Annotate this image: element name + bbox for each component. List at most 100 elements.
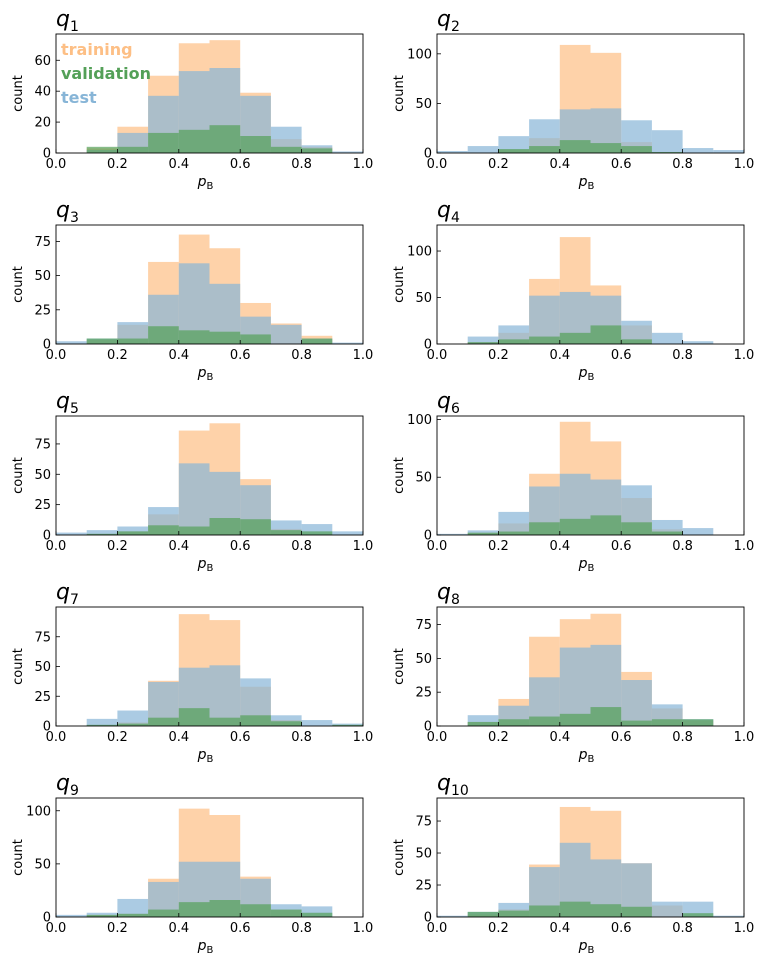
y-tick-label: 50 [34, 269, 51, 284]
x-tick-label: 0.2 [107, 539, 128, 554]
legend: training validation test [61, 40, 151, 107]
bar-test-bin-0 [437, 151, 468, 153]
bar-validation-bin-5 [590, 707, 622, 726]
axes-frame [436, 224, 745, 345]
bar-test-bin-8 [301, 524, 333, 535]
bar-validation-bin-8 [301, 531, 333, 535]
bar-validation-bin-4 [559, 332, 591, 344]
x-tick-label: 0.4 [168, 921, 189, 936]
y-tick-label: 50 [34, 660, 51, 675]
y-axis-label: count [392, 266, 407, 303]
x-tick-label: 1.0 [734, 730, 755, 745]
bar-validation-bin-4 [178, 526, 210, 535]
x-tick-label: 0.0 [427, 730, 448, 745]
x-tick-label: 1.0 [734, 921, 755, 936]
bar-test-bin-2 [117, 322, 149, 344]
y-tick-label: 60 [34, 54, 51, 69]
bar-test-bin-0 [56, 341, 87, 344]
bar-validation-bin-3 [529, 716, 560, 726]
y-tick-label: 50 [415, 291, 432, 306]
x-axis-label: pB [578, 174, 595, 192]
x-tick-label: 0.8 [672, 539, 693, 554]
bar-validation-bin-3 [148, 909, 179, 917]
x-tick-label: 0.4 [549, 730, 570, 745]
bar-validation-bin-5 [590, 904, 622, 917]
bar-test-bin-0 [437, 915, 468, 917]
x-tick-label: 0.0 [46, 730, 67, 745]
bar-validation-bin-5 [209, 125, 241, 153]
x-tick-label: 0.6 [230, 921, 251, 936]
panel-q9: 0.0 0.2 0.4 0.6 0.8 1.0 0 50 100 count pB q9 [11, 771, 373, 956]
x-tick-label: 0.2 [107, 921, 128, 936]
x-tick-label: 0.8 [672, 921, 693, 936]
bar-validation-bin-3 [148, 717, 179, 726]
x-tick-label: 0.4 [168, 730, 189, 745]
bar-test-bin-1 [467, 146, 499, 153]
y-tick-label: 25 [415, 686, 432, 701]
bar-validation-bin-4 [559, 140, 591, 153]
bar-validation-bin-1 [467, 342, 499, 344]
y-axis-label: count [392, 839, 407, 876]
bar-validation-bin-4 [559, 901, 591, 917]
bar-validation-bin-6 [240, 904, 271, 917]
x-tick-label: 0.2 [107, 730, 128, 745]
bar-test-bin-2 [117, 710, 149, 726]
bar-validation-bin-6 [240, 334, 271, 344]
bar-test-bin-1 [467, 715, 499, 726]
x-tick-label: 0.2 [107, 348, 128, 363]
y-axis-label: count [11, 457, 26, 494]
y-tick-label: 0 [43, 338, 51, 353]
x-axis-label: pB [197, 174, 214, 192]
bar-validation-bin-5 [209, 331, 241, 344]
y-axis-label: count [392, 457, 407, 494]
x-tick-label: 0.2 [488, 539, 509, 554]
x-tick-label: 0.4 [549, 921, 570, 936]
x-tick-label: 0.8 [291, 539, 312, 554]
x-tick-label: 0.8 [291, 157, 312, 172]
panel-title: q5 [56, 389, 79, 417]
axes-frame [436, 415, 745, 536]
panel-q10: 0.0 0.2 0.4 0.6 0.8 1.0 0 25 50 75 count pB q10 [392, 771, 754, 956]
axes-frame [436, 33, 745, 154]
x-tick-label: 0.6 [611, 348, 632, 363]
bar-test-bin-0 [56, 532, 87, 535]
bar-test-bin-0 [56, 914, 87, 918]
bar-validation-bin-3 [148, 525, 179, 535]
x-tick-label: 0.0 [46, 539, 67, 554]
bar-validation-bin-7 [270, 721, 302, 726]
y-tick-label: 75 [415, 618, 432, 633]
panel-title: q10 [437, 771, 469, 799]
bar-validation-bin-1 [86, 338, 118, 344]
bar-validation-bin-4 [559, 518, 591, 535]
bar-validation-bin-2 [498, 149, 530, 153]
bar-validation-bin-6 [621, 906, 652, 917]
y-tick-label: 50 [415, 471, 432, 486]
bar-test-bin-1 [86, 718, 118, 726]
bar-validation-bin-1 [86, 724, 118, 726]
panel-title: q6 [437, 389, 460, 417]
x-tick-label: 0.8 [291, 348, 312, 363]
bar-validation-bin-4 [559, 713, 591, 726]
bar-test-bin-7 [651, 519, 683, 535]
bar-test-bin-2 [498, 511, 530, 535]
x-axis-label: pB [197, 747, 214, 765]
bar-validation-bin-4 [178, 330, 210, 344]
x-tick-label: 0.6 [230, 539, 251, 554]
y-tick-label: 40 [34, 85, 51, 100]
x-tick-label: 1.0 [734, 539, 755, 554]
bar-test-bin-1 [467, 336, 499, 344]
panel-title: q9 [56, 771, 79, 799]
y-tick-label: 0 [424, 529, 432, 544]
x-tick-label: 0.6 [230, 348, 251, 363]
x-tick-label: 0.4 [168, 157, 189, 172]
bar-test-bin-6 [621, 680, 652, 726]
x-tick-label: 1.0 [353, 157, 374, 172]
bar-validation-bin-6 [621, 720, 652, 726]
bar-validation-bin-4 [178, 129, 210, 153]
bar-test-bin-8 [301, 906, 333, 918]
x-axis-label: pB [197, 556, 214, 574]
x-axis-label: pB [578, 556, 595, 574]
bar-validation-bin-9 [332, 724, 363, 726]
x-tick-label: 0.4 [549, 539, 570, 554]
y-tick-label: 25 [415, 879, 432, 894]
